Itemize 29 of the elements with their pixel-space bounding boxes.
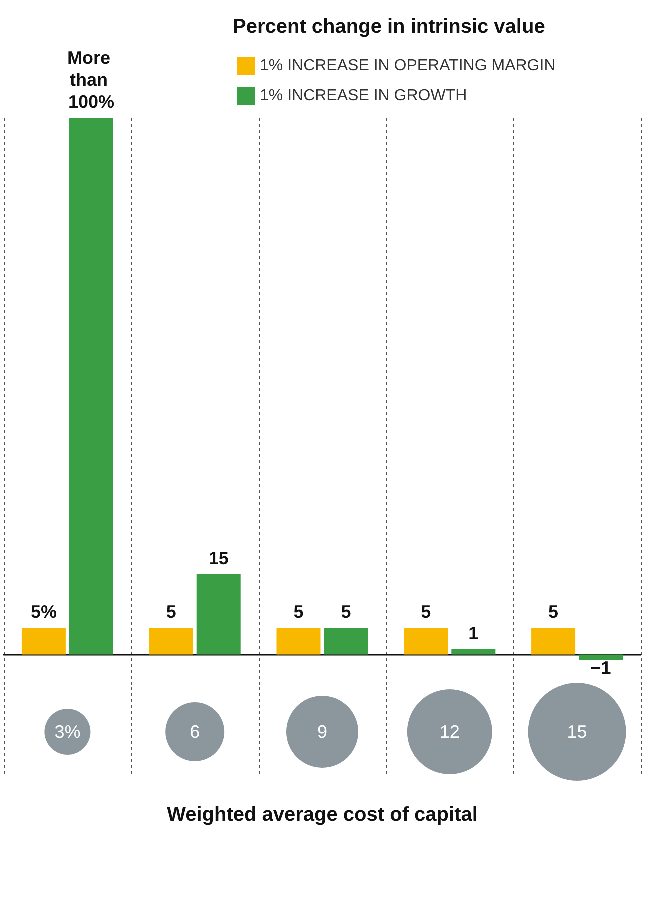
- bar: [579, 654, 624, 660]
- bar: [452, 649, 496, 655]
- bar: [22, 628, 66, 655]
- data-label: −1: [590, 658, 612, 678]
- data-label: 5%: [30, 602, 57, 622]
- x-tick-label: 3%: [54, 722, 81, 742]
- bar: [149, 628, 194, 655]
- chart-title: Percent change in intrinsic value: [233, 16, 546, 38]
- data-label: 5: [294, 602, 304, 622]
- data-label: 5: [166, 602, 176, 622]
- data-label: More than 100%: [67, 48, 116, 112]
- bar: [196, 574, 241, 655]
- data-label: 5: [421, 602, 432, 622]
- bar: [324, 628, 368, 655]
- data-label: 5: [548, 602, 559, 622]
- bar: [276, 628, 321, 655]
- x-tick-label: 15: [567, 722, 588, 742]
- x-tick-label: 12: [440, 722, 460, 742]
- data-label: 15: [208, 548, 229, 568]
- data-label: 1: [468, 623, 479, 644]
- x-axis-title: Weighted average cost of capital: [167, 804, 478, 826]
- legend-label: 1% INCREASE IN GROWTH: [260, 88, 468, 104]
- x-tick-label: 9: [317, 722, 328, 742]
- bar: [532, 628, 576, 655]
- data-label: 5: [341, 602, 352, 622]
- legend-label: 1% INCREASE IN OPERATING MARGIN: [260, 58, 556, 74]
- x-tick-label: 6: [190, 722, 200, 742]
- bar: [69, 118, 114, 655]
- bar: [404, 628, 448, 655]
